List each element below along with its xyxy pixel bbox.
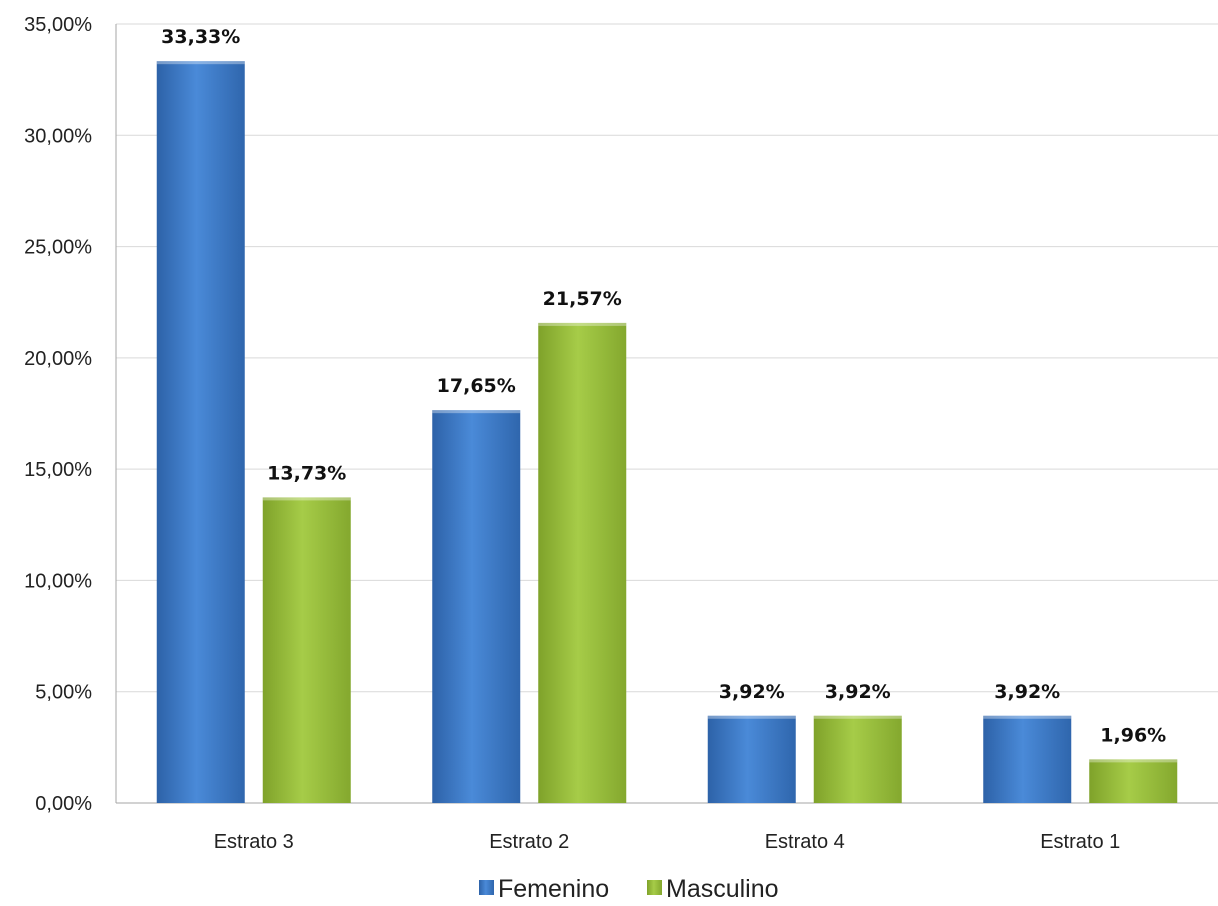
bar-femenino (156, 61, 245, 803)
bar-femenino (432, 410, 521, 803)
legend-swatch-masculino (647, 880, 662, 895)
x-category-label: Estrato 4 (765, 831, 845, 853)
y-tick-label: 20,00% (24, 348, 92, 370)
data-label: 3,92% (994, 681, 1060, 703)
legend-label: Femenino (498, 875, 609, 903)
bar-masculino (538, 322, 627, 803)
bar-femenino (707, 715, 796, 803)
data-label: 21,57% (543, 288, 622, 310)
y-tick-label: 30,00% (24, 125, 92, 147)
bar-highlight (156, 61, 245, 65)
bar-masculino (1089, 759, 1178, 803)
bar-masculino (262, 497, 351, 803)
data-label: 1,96% (1100, 724, 1166, 746)
data-label: 17,65% (437, 375, 516, 397)
bar-highlight (538, 322, 627, 326)
data-label: 13,73% (267, 462, 346, 484)
legend-label: Masculino (666, 875, 779, 903)
x-category-label: Estrato 1 (1040, 831, 1120, 853)
y-tick-label: 25,00% (24, 237, 92, 259)
x-category-label: Estrato 3 (214, 831, 294, 853)
bar-highlight (1089, 759, 1178, 763)
data-label: 33,33% (161, 26, 240, 48)
data-label: 3,92% (719, 681, 785, 703)
y-tick-label: 35,00% (24, 14, 92, 36)
bar-highlight (432, 410, 521, 414)
y-tick-label: 5,00% (35, 682, 92, 704)
y-tick-label: 15,00% (24, 459, 92, 481)
bar-highlight (983, 715, 1072, 719)
data-label: 3,92% (825, 681, 891, 703)
y-tick-label: 10,00% (24, 570, 92, 592)
y-tick-label: 0,00% (35, 793, 92, 815)
bar-highlight (262, 497, 351, 501)
x-category-label: Estrato 2 (489, 831, 569, 853)
bar-highlight (707, 715, 796, 719)
bar-masculino (813, 715, 902, 803)
bar-highlight (813, 715, 902, 719)
legend-swatch-femenino (479, 880, 494, 895)
bar-femenino (983, 715, 1072, 803)
